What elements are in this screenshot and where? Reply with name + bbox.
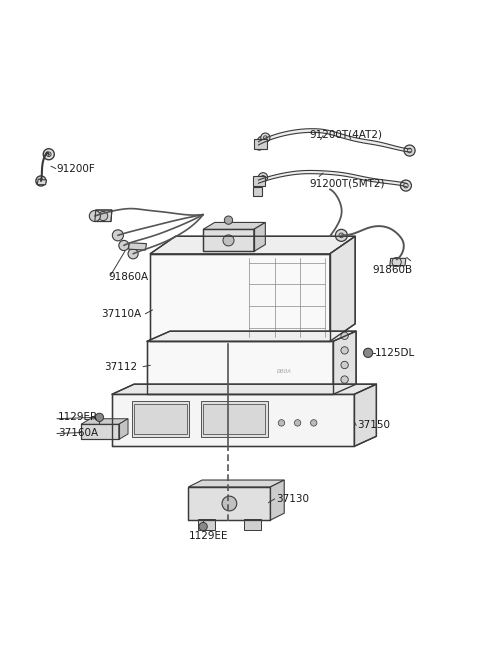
Circle shape xyxy=(336,229,348,241)
Polygon shape xyxy=(203,223,265,229)
Polygon shape xyxy=(129,243,146,250)
Bar xyxy=(198,519,215,531)
Polygon shape xyxy=(330,236,355,341)
Bar xyxy=(244,519,261,531)
Circle shape xyxy=(224,216,233,224)
Polygon shape xyxy=(37,179,47,185)
Circle shape xyxy=(258,173,268,182)
Text: 91860B: 91860B xyxy=(372,265,413,275)
Polygon shape xyxy=(81,424,119,440)
Polygon shape xyxy=(203,229,254,252)
Polygon shape xyxy=(81,419,128,424)
Bar xyxy=(253,176,265,185)
Text: 37160A: 37160A xyxy=(58,428,98,438)
Circle shape xyxy=(199,523,207,531)
Polygon shape xyxy=(333,331,356,394)
Text: 37110A: 37110A xyxy=(101,309,141,319)
Circle shape xyxy=(256,176,265,185)
Text: 37130: 37130 xyxy=(276,494,309,504)
Bar xyxy=(134,404,187,434)
Circle shape xyxy=(261,133,270,142)
Text: 1129ER: 1129ER xyxy=(58,413,98,422)
Polygon shape xyxy=(119,419,128,440)
Polygon shape xyxy=(150,253,330,341)
Polygon shape xyxy=(188,480,284,487)
Text: 1125DL: 1125DL xyxy=(375,348,415,358)
Text: 91860A: 91860A xyxy=(108,272,149,282)
Circle shape xyxy=(341,332,348,339)
Polygon shape xyxy=(132,402,189,437)
Text: DBOA: DBOA xyxy=(276,369,291,374)
Polygon shape xyxy=(201,402,268,437)
Circle shape xyxy=(255,141,264,150)
Circle shape xyxy=(89,210,100,221)
Bar xyxy=(203,404,265,434)
Circle shape xyxy=(341,362,348,369)
Circle shape xyxy=(128,249,138,259)
Polygon shape xyxy=(188,487,270,520)
Polygon shape xyxy=(112,394,354,447)
Text: 91200T(4AT2): 91200T(4AT2) xyxy=(309,130,382,140)
Polygon shape xyxy=(270,480,284,520)
Circle shape xyxy=(257,136,267,145)
Circle shape xyxy=(222,496,237,511)
Polygon shape xyxy=(150,236,355,253)
Text: 91200T(5MT2): 91200T(5MT2) xyxy=(309,179,384,189)
Circle shape xyxy=(254,179,263,189)
Circle shape xyxy=(36,176,46,186)
Circle shape xyxy=(400,180,411,191)
Polygon shape xyxy=(254,223,265,252)
Polygon shape xyxy=(258,170,407,187)
Circle shape xyxy=(43,149,54,160)
Text: 91200F: 91200F xyxy=(57,164,96,174)
Circle shape xyxy=(341,346,348,354)
Circle shape xyxy=(98,212,108,221)
Polygon shape xyxy=(147,341,333,394)
Circle shape xyxy=(363,348,372,358)
Polygon shape xyxy=(354,384,376,447)
Circle shape xyxy=(96,413,104,422)
Circle shape xyxy=(341,376,348,383)
Text: 37112: 37112 xyxy=(105,362,138,371)
Polygon shape xyxy=(147,331,356,341)
Circle shape xyxy=(112,230,123,241)
Circle shape xyxy=(404,145,415,156)
Polygon shape xyxy=(112,384,376,394)
Circle shape xyxy=(311,420,317,426)
Circle shape xyxy=(223,235,234,246)
Bar xyxy=(254,139,267,149)
Circle shape xyxy=(119,240,129,251)
Circle shape xyxy=(294,420,301,426)
Polygon shape xyxy=(95,210,112,221)
Text: 37150: 37150 xyxy=(358,421,391,430)
Polygon shape xyxy=(258,128,410,152)
Text: 1129EE: 1129EE xyxy=(189,531,229,541)
Circle shape xyxy=(278,420,285,426)
Bar xyxy=(253,187,262,196)
Polygon shape xyxy=(390,258,406,266)
